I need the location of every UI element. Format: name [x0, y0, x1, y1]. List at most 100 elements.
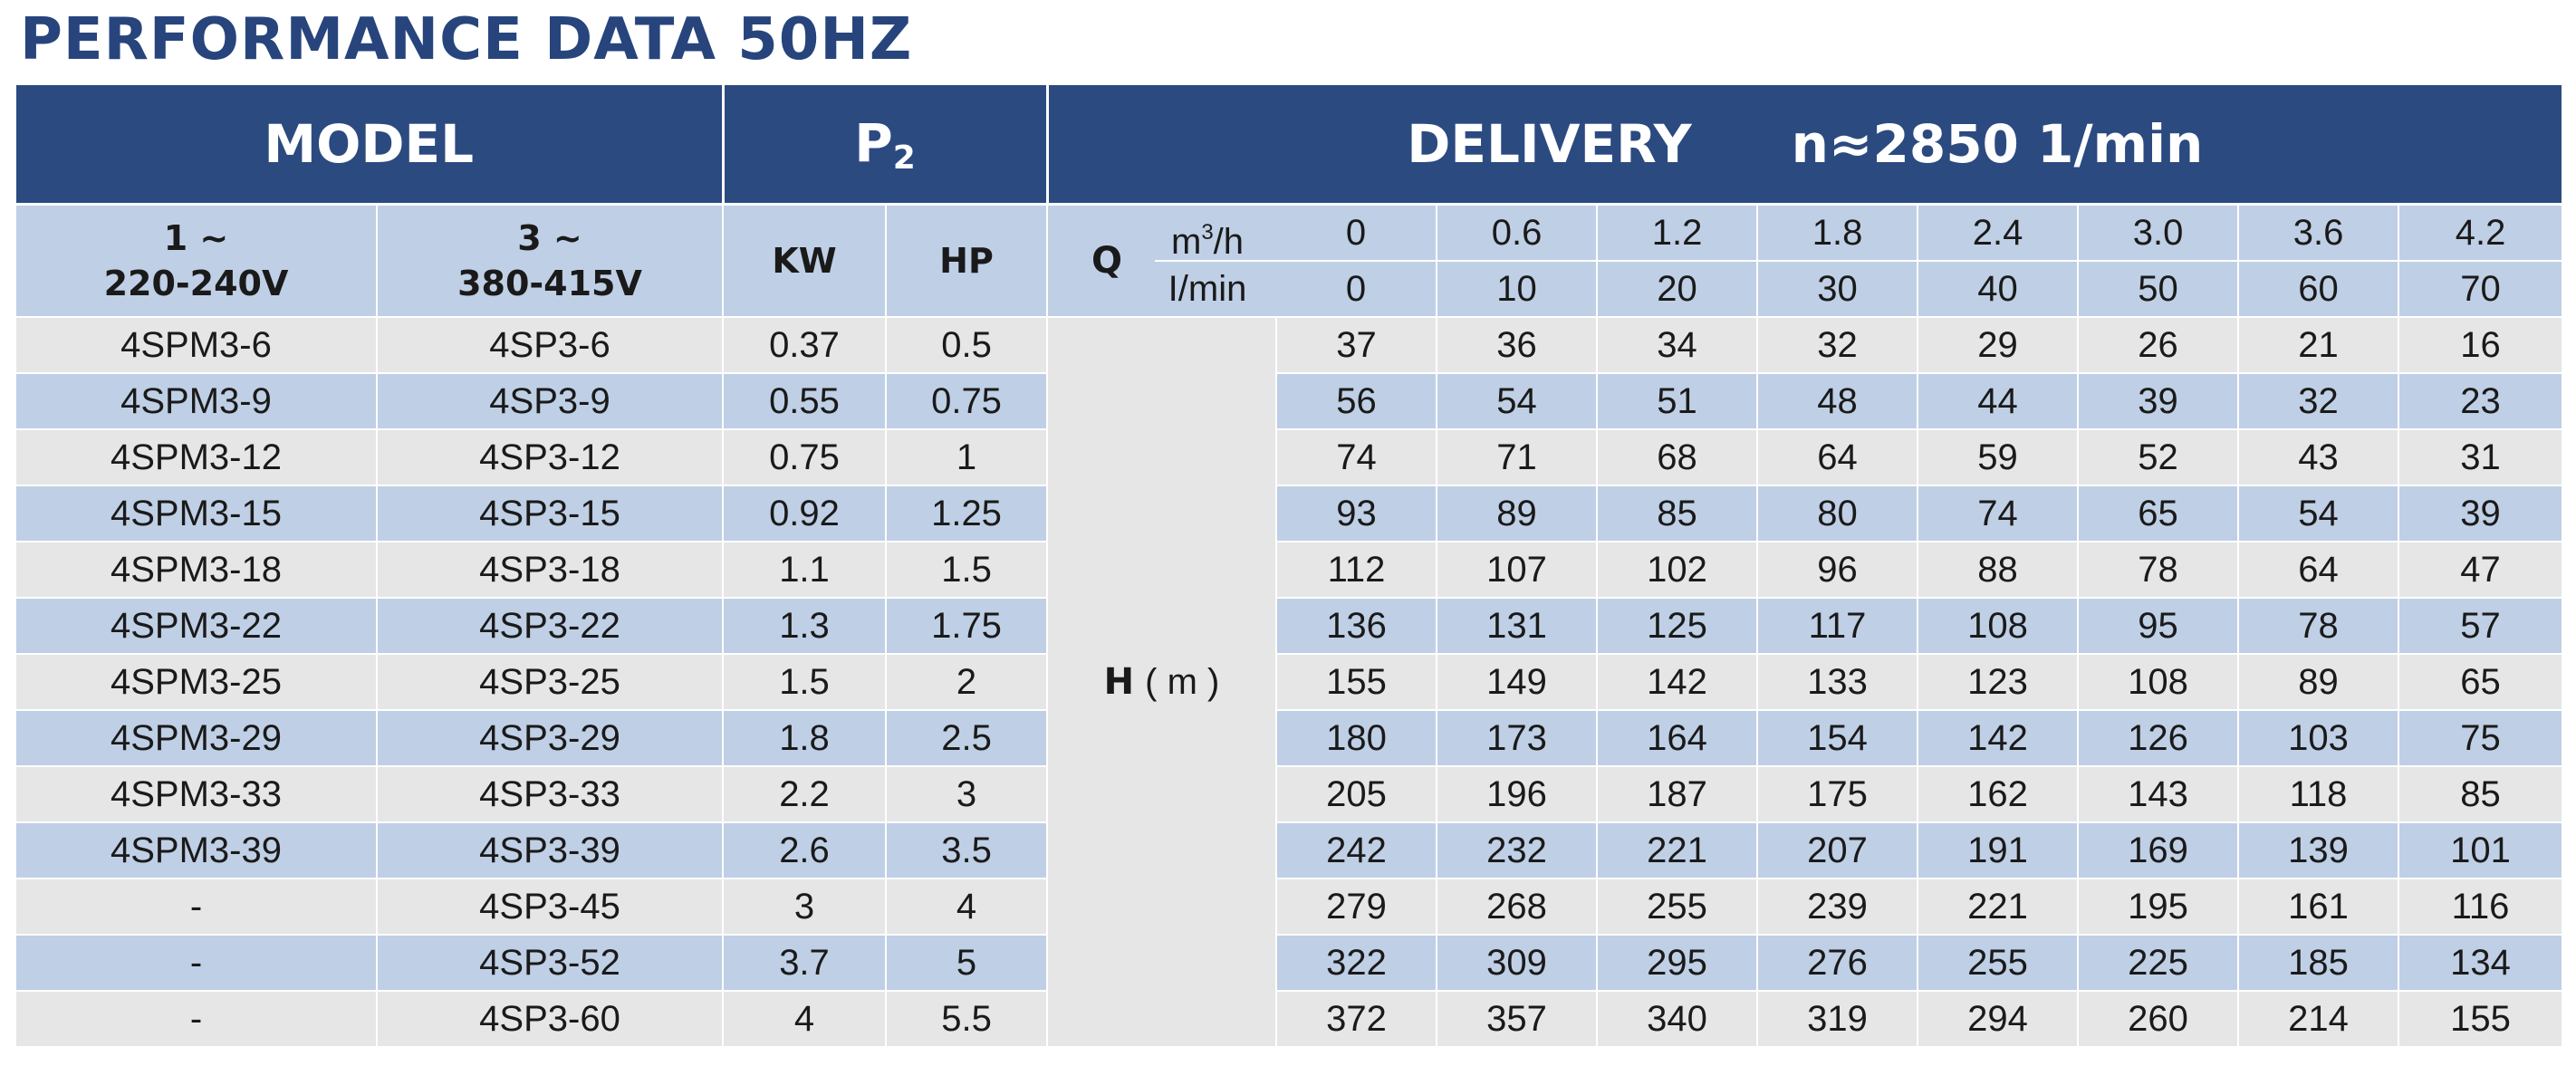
flow-value-m3h: 0.6 — [1437, 204, 1599, 262]
single-phase-label: 1 ~ — [163, 218, 229, 258]
head-value: 185 — [2238, 934, 2400, 991]
head-value: 54 — [1437, 372, 1599, 429]
head-value: 75 — [2398, 709, 2562, 766]
head-value: 195 — [2078, 878, 2240, 935]
head-value: 21 — [2238, 316, 2400, 373]
head-value: 117 — [1757, 597, 1919, 654]
head-value: 319 — [1757, 990, 1919, 1046]
head-value: 191 — [1918, 821, 2080, 879]
head-value: 80 — [1757, 485, 1919, 542]
head-value: 32 — [1757, 316, 1919, 373]
power-hp: 1.5 — [886, 541, 1049, 598]
power-hp: 3 — [886, 765, 1049, 822]
flow-value-lmin: 0 — [1276, 261, 1438, 317]
head-value: 102 — [1597, 541, 1759, 598]
head-value: 74 — [1276, 428, 1438, 485]
model-three-phase: 4SP3-22 — [377, 597, 724, 654]
three-phase-header: 3 ~ 380-415V — [377, 204, 724, 317]
head-value: 37 — [1276, 316, 1438, 373]
flow-value-m3h: 3.0 — [2078, 204, 2240, 262]
speed-label: n≈2850 1/min — [1791, 113, 2204, 175]
head-value: 322 — [1276, 934, 1438, 991]
model-single-phase: 4SPM3-18 — [16, 541, 378, 598]
header-row: MODEL P2 DELIVERY n≈2850 1/min — [16, 85, 2562, 206]
head-value: 103 — [2238, 709, 2400, 766]
head-value: 65 — [2078, 485, 2240, 542]
flow-value-m3h: 1.2 — [1597, 204, 1759, 262]
head-value: 255 — [1597, 878, 1759, 935]
table-row: 4SPM3-29 4SP3-29 1.8 2.5 180 173 164 154 142 126 1… — [16, 709, 2562, 766]
model-single-phase: 4SPM3-22 — [16, 597, 378, 654]
head-value: 54 — [2238, 485, 2400, 542]
power-kw: 1.3 — [723, 597, 887, 654]
model-single-phase: 4SPM3-9 — [16, 372, 378, 429]
three-phase-label: 3 ~ — [517, 218, 582, 258]
head-value: 64 — [1757, 428, 1919, 485]
head-value: 95 — [2078, 597, 2240, 654]
table-row: 4SPM3-22 4SP3-22 1.3 1.75 136 131 125 117 108 95 7… — [16, 597, 2562, 654]
flow-value-lmin: 50 — [2078, 261, 2240, 317]
table-row: 4SPM3-33 4SP3-33 2.2 3 205 196 187 175 162 143 118… — [16, 765, 2562, 822]
power-kw: 0.75 — [723, 428, 887, 485]
model-three-phase: 4SP3-18 — [377, 541, 724, 598]
head-value: 155 — [1276, 653, 1438, 710]
head-value: 169 — [2078, 821, 2240, 879]
head-value: 268 — [1437, 878, 1599, 935]
model-header: MODEL — [16, 85, 725, 206]
table-row: 4SPM3-18 4SP3-18 1.1 1.5 112 107 102 96 88 78 64 47 — [16, 541, 2562, 598]
table-row: 4SPM3-25 4SP3-25 1.5 2 155 149 142 133 123 108 89 6… — [16, 653, 2562, 710]
head-value: 276 — [1757, 934, 1919, 991]
table-row: 4SPM3-15 4SP3-15 0.92 1.25 93 89 85 80 74 65 54 39 — [16, 485, 2562, 542]
head-value: 89 — [2238, 653, 2400, 710]
head-value: 32 — [2238, 372, 2400, 429]
head-value: 68 — [1597, 428, 1759, 485]
head-value: 142 — [1597, 653, 1759, 710]
power-kw: 0.37 — [723, 316, 887, 373]
head-value: 116 — [2398, 878, 2562, 935]
head-value: 59 — [1918, 428, 2080, 485]
head-value: 23 — [2398, 372, 2562, 429]
head-value: 44 — [1918, 372, 2080, 429]
head-value: 205 — [1276, 765, 1438, 822]
p2-header: P2 — [723, 85, 1049, 206]
flow-value-m3h: 4.2 — [2398, 204, 2562, 262]
delivery-header: DELIVERY n≈2850 1/min — [1047, 85, 2562, 206]
model-three-phase: 4SP3-39 — [377, 821, 724, 879]
head-value: 36 — [1437, 316, 1599, 373]
head-value: 294 — [1918, 990, 2080, 1046]
head-value: 88 — [1918, 541, 2080, 598]
model-single-phase: 4SPM3-15 — [16, 485, 378, 542]
kw-header: KW — [723, 204, 887, 317]
three-phase-voltage: 380-415V — [457, 264, 642, 303]
head-value: 108 — [2078, 653, 2240, 710]
head-value: 221 — [1918, 878, 2080, 935]
head-value: 39 — [2398, 485, 2562, 542]
head-value: 51 — [1597, 372, 1759, 429]
head-value: 57 — [2398, 597, 2562, 654]
model-three-phase: 4SP3-15 — [377, 485, 724, 542]
flow-unit-header: Q m3/h I/min — [1047, 204, 1277, 317]
model-single-phase: 4SPM3-39 — [16, 821, 378, 879]
model-single-phase: 4SPM3-12 — [16, 428, 378, 485]
head-value: 26 — [2078, 316, 2240, 373]
head-value: 118 — [2238, 765, 2400, 822]
head-value: 89 — [1437, 485, 1599, 542]
p2-label: P — [854, 111, 893, 174]
flow-unit-m3h: m3/h — [1155, 206, 1277, 262]
head-value: 56 — [1276, 372, 1438, 429]
head-value: 164 — [1597, 709, 1759, 766]
flow-value-lmin: 60 — [2238, 261, 2400, 317]
head-value: 43 — [2238, 428, 2400, 485]
power-hp: 4 — [886, 878, 1049, 935]
head-value: 225 — [2078, 934, 2240, 991]
table-row: -4SP3-52 3.7 5 322 309 295 276 255 225 185 134 — [16, 934, 2562, 991]
head-value: 85 — [1597, 485, 1759, 542]
head-value: 107 — [1437, 541, 1599, 598]
head-value: 180 — [1276, 709, 1438, 766]
single-phase-voltage: 220-240V — [103, 264, 289, 303]
head-value: 78 — [2238, 597, 2400, 654]
head-value: 16 — [2398, 316, 2562, 373]
head-value: 31 — [2398, 428, 2562, 485]
head-value: 131 — [1437, 597, 1599, 654]
head-value: 255 — [1918, 934, 2080, 991]
